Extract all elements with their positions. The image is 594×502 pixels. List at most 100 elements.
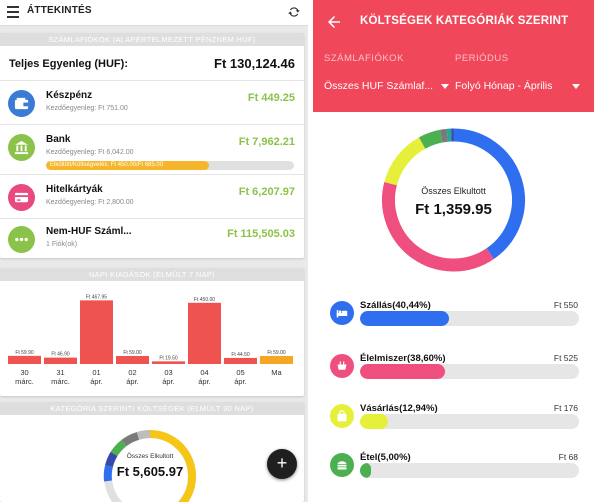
back-arrow-icon[interactable]: [325, 13, 343, 31]
shopping-bag-icon: [330, 404, 354, 428]
x-tick-label: ápr.: [90, 377, 103, 386]
donut-segment: [121, 432, 140, 447]
period-filter-label: PERIÓDUS: [455, 53, 509, 64]
overview-toolbar: ÁTTEKINTÉS: [0, 0, 308, 26]
total-balance-label: Teljes Egyenleg (HUF):: [9, 58, 128, 70]
refresh-icon[interactable]: [287, 5, 301, 19]
x-tick-label: 01: [92, 368, 100, 377]
account-balance: Ft 7,962.21: [238, 136, 295, 148]
account-balance: Ft 115,505.03: [227, 228, 295, 240]
category-amount: Ft 68: [558, 452, 578, 462]
category-progress-bar: [360, 311, 579, 326]
category-progress-fill: [360, 414, 389, 429]
bar: [44, 357, 77, 364]
account-name: Készpénz: [46, 90, 93, 101]
total-balance-value: Ft 130,124.46: [214, 56, 295, 71]
divider: [0, 218, 304, 219]
donut-segment: [149, 430, 196, 477]
category-progress-bar: [360, 463, 579, 478]
donut-slice: [453, 128, 525, 259]
x-tick-label: 02: [128, 368, 136, 377]
accounts-card: SZÁMLAFIÓKOK (ALAPÉRTELMEZETT PÉNZNEM HU…: [0, 33, 304, 258]
x-tick-label: 30: [20, 368, 28, 377]
x-tick-label: márc.: [51, 377, 70, 386]
donut-segment: [136, 430, 151, 440]
accounts-filter-label: SZÁMLAFIÓKOK: [324, 53, 404, 64]
category-expenses-card: KATEGÓRIA SZERINTI KÖLTSÉGEK (ELMÚLT 30 …: [0, 402, 304, 502]
x-tick-label: ápr.: [234, 377, 247, 386]
category-label: Szállás(40,44%): [360, 300, 431, 311]
category-row-food[interactable]: Étel(5,00%) Ft 68: [313, 450, 594, 500]
budget-progress-bar: [46, 161, 294, 170]
bar-value-label: Ft 46.90: [51, 352, 70, 358]
x-tick-label: 31: [56, 368, 64, 377]
plus-icon: +: [276, 453, 288, 473]
account-start-balance: Kezdőegyenleg: Ft 2,800.00: [46, 199, 134, 206]
account-row-cash[interactable]: Készpénz Kezdőegyenleg: Ft 751.00 Ft 449…: [0, 83, 304, 123]
x-tick-label: ápr.: [126, 377, 139, 386]
category-donut-chart: [382, 128, 525, 272]
bar: [116, 355, 149, 364]
divider: [0, 174, 304, 175]
accounts-header: SZÁMLAFIÓKOK (ALAPÉRTELMEZETT PÉNZNEM HU…: [0, 33, 304, 46]
more-icon: [8, 226, 35, 253]
account-balance: Ft 6,207.97: [238, 186, 295, 198]
category-amount: Ft 525: [553, 353, 578, 363]
credit-card-icon: [8, 184, 35, 211]
donut-slice: [418, 129, 443, 149]
divider: [0, 124, 304, 125]
page-title: ÁTTEKINTÉS: [27, 5, 92, 16]
page-title: KÖLTSÉGEK KATEGÓRIÁK SZERINT: [360, 15, 569, 27]
x-tick-label: ápr.: [162, 377, 175, 386]
account-start-balance: Kezdőegyenleg: Ft 6,042.00: [46, 149, 134, 156]
category-total-label: Összes Elkultott: [126, 453, 174, 460]
category-row-groceries[interactable]: Élelmiszer(38,60%) Ft 525: [313, 351, 594, 401]
bar: [152, 361, 185, 364]
period-dropdown-value: Folyó Hónap - Április: [455, 80, 553, 92]
category-expenses-header: KATEGÓRIA SZERINTI KÖLTSÉGEK (ELMÚLT 30 …: [0, 402, 304, 415]
x-tick-label: Ma: [271, 368, 282, 377]
bar-value-label: Ft 44.50: [231, 352, 250, 358]
x-tick-label: ápr.: [198, 377, 211, 386]
x-tick-label: márc.: [15, 377, 34, 386]
wallet-icon: [8, 90, 35, 117]
chevron-down-icon: [572, 84, 580, 89]
daily-expenses-card: NAPI KIADÁSOK (ELMÚLT 7 NAP) Ft 59.90 30 m…: [0, 268, 304, 396]
category-label: Étel(5,00%): [360, 452, 411, 463]
category-donut-chart: [103, 430, 197, 502]
donut-segment: [103, 465, 113, 482]
category-progress-fill: [360, 364, 445, 379]
category-progress-bar: [360, 414, 579, 429]
category-label: Vásárlás(12,94%): [360, 403, 438, 414]
account-name: Nem-HUF Száml...: [46, 226, 132, 237]
accounts-dropdown-value: Összes HUF Számlaf...: [324, 80, 434, 92]
bar-value-label: Ft 59.90: [15, 350, 34, 356]
category-progress-fill: [360, 311, 449, 326]
category-progress-fill: [360, 463, 371, 478]
donut-slice: [440, 128, 448, 143]
category-progress-bar: [360, 364, 579, 379]
account-row-credit-cards[interactable]: Hitelkártyák Kezdőegyenleg: Ft 2,800.00 …: [0, 177, 304, 217]
category-amount: Ft 550: [553, 300, 578, 310]
category-view-header: KÖLTSÉGEK KATEGÓRIÁK SZERINT SZÁMLAFIÓKO…: [313, 0, 594, 112]
account-row-bank[interactable]: Bank Kezdőegyenleg: Ft 6,042.00 Ft 7,962…: [0, 127, 304, 167]
bar-value-label: Ft 467.95: [86, 294, 107, 300]
bar: [260, 355, 293, 364]
daily-expenses-header: NAPI KIADÁSOK (ELMÚLT 7 NAP): [0, 268, 304, 281]
donut-slice: [382, 182, 494, 272]
donut-segment: [178, 475, 197, 502]
category-row-accommodation[interactable]: Szállás(40,44%) Ft 550: [313, 298, 594, 348]
donut-segment: [110, 439, 127, 457]
x-tick-label: 03: [164, 368, 172, 377]
divider: [0, 80, 304, 81]
account-row-non-huf[interactable]: Nem-HUF Száml... 1 Fiók(ok) Ft 115,505.0…: [0, 219, 304, 259]
donut-segment: [105, 451, 118, 468]
menu-icon[interactable]: [7, 6, 19, 18]
add-transaction-button[interactable]: +: [267, 449, 297, 479]
category-amount: Ft 176: [553, 403, 578, 413]
category-row-shopping[interactable]: Vásárlás(12,94%) Ft 176: [313, 401, 594, 451]
account-name: Hitelkártyák: [46, 184, 103, 195]
budget-progress-text: Elköltött/Költségvetés: Ft 450.00/Ft 685…: [50, 162, 164, 168]
bed-icon: [330, 301, 354, 325]
burger-icon: [330, 453, 354, 477]
